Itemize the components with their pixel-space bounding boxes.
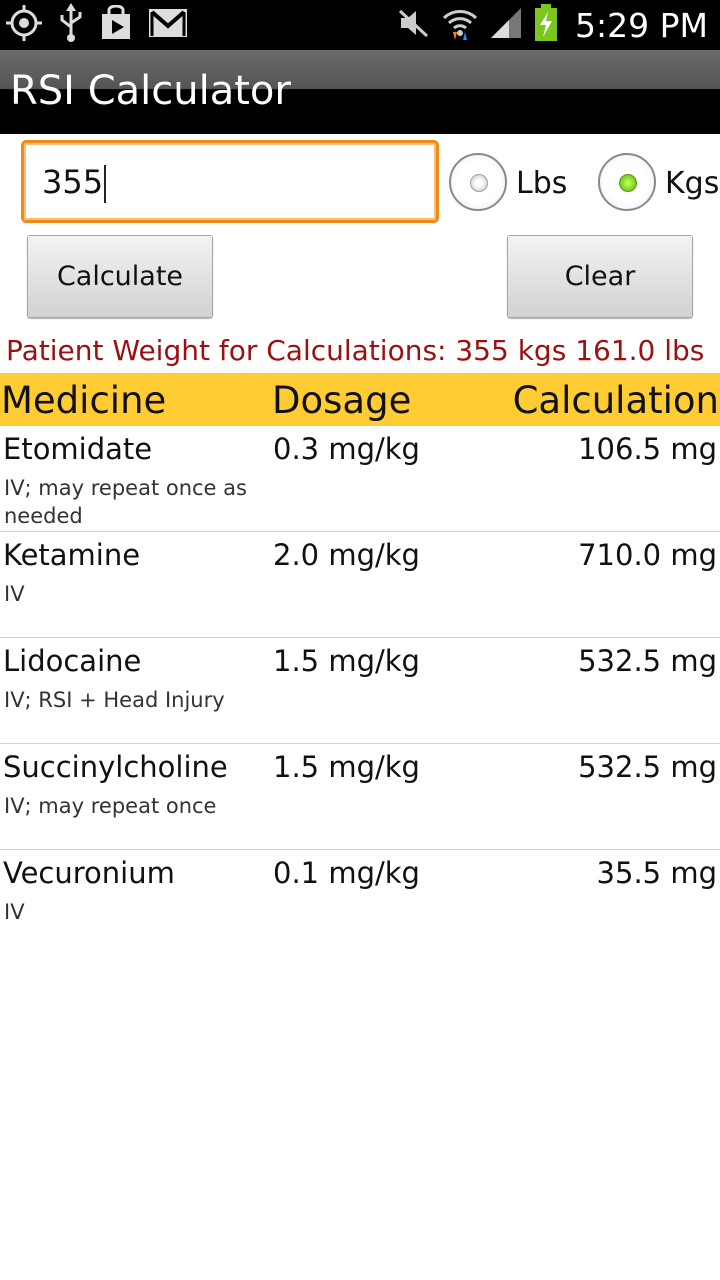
calculation-value: 532.5 mg <box>578 750 717 784</box>
medicine-name: Ketamine <box>3 538 141 572</box>
medicine-name: Lidocaine <box>3 644 142 678</box>
medicine-note: IV; may repeat once <box>4 794 217 818</box>
radio-unselected-icon <box>470 174 488 192</box>
medicine-note: IV; RSI + Head Injury <box>4 688 225 712</box>
calculation-value: 35.5 mg <box>596 856 717 890</box>
dosage-value: 1.5 mg/kg <box>273 644 420 678</box>
calculation-value: 532.5 mg <box>578 644 717 678</box>
lbs-radio-label[interactable]: Lbs <box>516 166 568 201</box>
table-row: Ketamine IV 2.0 mg/kg 710.0 mg <box>0 532 720 638</box>
table-header: Medicine Dosage Calculation <box>0 373 720 426</box>
radio-selected-icon <box>619 174 637 192</box>
dosage-value: 0.3 mg/kg <box>273 432 420 466</box>
medicine-name: Etomidate <box>3 432 153 466</box>
app-title: RSI Calculator <box>10 68 291 114</box>
table-row: Lidocaine IV; RSI + Head Injury 1.5 mg/k… <box>0 638 720 744</box>
calculation-value: 106.5 mg <box>578 432 717 466</box>
mute-icon <box>397 6 431 44</box>
table-row: Etomidate IV; may repeat once as needed … <box>0 426 720 532</box>
text-cursor <box>104 165 107 203</box>
calculation-value: 710.0 mg <box>578 538 717 572</box>
action-bar: RSI Calculator <box>0 50 720 134</box>
dosage-value: 0.1 mg/kg <box>273 856 420 890</box>
kgs-radio[interactable] <box>598 153 656 211</box>
header-medicine: Medicine <box>1 379 167 422</box>
weight-input-value: 355 <box>42 163 104 201</box>
kgs-radio-label[interactable]: Kgs <box>665 166 720 201</box>
medicine-note: IV; may repeat once as needed <box>4 476 247 528</box>
status-time: 5:29 PM <box>575 5 708 45</box>
header-dosage: Dosage <box>272 379 412 422</box>
table-row: Succinylcholine IV; may repeat once 1.5 … <box>0 744 720 850</box>
medicine-name: Succinylcholine <box>3 750 228 784</box>
medicine-note: IV <box>4 900 25 924</box>
clear-button[interactable]: Clear <box>507 235 693 318</box>
usb-icon <box>58 3 84 47</box>
medicine-name: Vecuronium <box>3 856 175 890</box>
calculate-button[interactable]: Calculate <box>27 235 213 318</box>
battery-charging-icon <box>533 4 559 46</box>
play-store-icon <box>98 4 134 45</box>
gmail-icon <box>148 8 188 42</box>
patient-weight-info: Patient Weight for Calculations: 355 kgs… <box>6 334 705 367</box>
dosage-value: 1.5 mg/kg <box>273 750 420 784</box>
wifi-icon <box>441 4 479 46</box>
medicine-note: IV <box>4 582 25 606</box>
signal-icon <box>489 6 523 44</box>
dosage-value: 2.0 mg/kg <box>273 538 420 572</box>
gps-icon <box>4 3 44 47</box>
status-bar: 5:29 PM <box>0 0 720 50</box>
table-row: Vecuronium IV 0.1 mg/kg 35.5 mg <box>0 850 720 956</box>
header-calculation: Calculation <box>512 379 719 422</box>
weight-input[interactable]: 355 <box>21 140 439 223</box>
lbs-radio[interactable] <box>449 153 507 211</box>
